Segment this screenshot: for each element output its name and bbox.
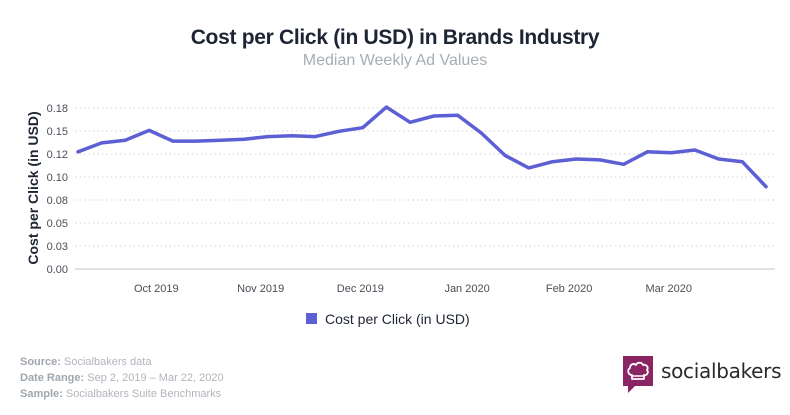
- data-point: [147, 128, 151, 132]
- y-tick-label: 0.05: [47, 218, 68, 230]
- data-point: [598, 158, 602, 162]
- x-tick-label: Nov 2019: [237, 283, 284, 295]
- y-axis-label: Cost per Click (in USD): [25, 111, 41, 264]
- data-point: [550, 160, 554, 164]
- source-line: Source: Socialbakers data: [20, 354, 224, 370]
- data-point: [693, 148, 697, 152]
- x-tick-label: Jan 2020: [444, 283, 489, 295]
- data-point: [432, 114, 436, 118]
- data-point: [764, 185, 768, 189]
- data-point: [527, 166, 531, 170]
- date-range-label: Date Range:: [20, 372, 85, 384]
- data-point: [266, 135, 270, 139]
- y-tick-label: 0.12: [47, 149, 68, 161]
- data-point: [479, 131, 483, 135]
- data-point: [645, 150, 649, 154]
- x-tick-labels: Oct 2019 Nov 2019 Dec 2019 Jan 2020 Feb 2020…: [134, 283, 692, 295]
- data-point: [717, 157, 721, 161]
- data-point: [290, 134, 294, 138]
- x-tick-label: Dec 2019: [337, 283, 384, 295]
- series-line: [76, 105, 768, 189]
- date-range-value: Sep 2, 2019 – Mar 22, 2020: [84, 372, 224, 384]
- data-point: [218, 138, 222, 142]
- x-tick-label: Feb 2020: [546, 283, 592, 295]
- source-label: Source:: [20, 356, 61, 368]
- sample-line: Sample: Socialbakers Suite Benchmarks: [20, 386, 224, 402]
- y-tick-label: 0.00: [47, 264, 68, 276]
- data-point: [408, 120, 412, 124]
- data-point: [171, 139, 175, 143]
- x-tick-label: Oct 2019: [134, 283, 179, 295]
- data-point: [456, 113, 460, 117]
- chart-subtitle: Median Weekly Ad Values: [302, 52, 488, 69]
- data-point: [574, 157, 578, 161]
- logo-text: socialbakers: [661, 359, 782, 383]
- socialbakers-logo: socialbakers: [623, 356, 782, 393]
- data-point: [503, 153, 507, 157]
- line-chart: 0.00 0.03 0.05 0.08 0.10 0.12 0.15 0.18 Oct 201…: [25, 103, 775, 327]
- data-point: [76, 150, 80, 154]
- source-value: Socialbakers data: [60, 356, 152, 368]
- chart-footer: Source: Socialbakers data Date Range: Se…: [20, 354, 224, 402]
- data-point: [100, 141, 104, 145]
- legend[interactable]: Cost per Click (in USD): [306, 311, 470, 327]
- y-tick-label: 0.18: [47, 103, 68, 115]
- data-point: [337, 129, 341, 133]
- data-point: [384, 105, 388, 109]
- series-cost-per-click: [76, 105, 768, 189]
- legend-label: Cost per Click (in USD): [325, 311, 470, 327]
- chef-hat-icon: [623, 356, 653, 393]
- data-point: [361, 126, 365, 130]
- sample-label: Sample:: [20, 388, 63, 400]
- sample-value: Socialbakers Suite Benchmarks: [62, 388, 222, 400]
- legend-swatch: [306, 313, 317, 324]
- data-point: [195, 139, 199, 143]
- data-point: [313, 135, 317, 139]
- data-point: [123, 138, 127, 142]
- data-point: [740, 160, 744, 164]
- data-point: [669, 151, 673, 155]
- date-range-line: Date Range: Sep 2, 2019 – Mar 22, 2020: [20, 370, 224, 386]
- y-tick-labels: 0.00 0.03 0.05 0.08 0.10 0.12 0.15 0.18: [47, 103, 68, 276]
- y-tick-label: 0.03: [47, 241, 68, 253]
- y-tick-label: 0.15: [47, 126, 68, 138]
- grid-lines: [75, 107, 775, 270]
- x-tick-label: Mar 2020: [645, 283, 691, 295]
- y-tick-label: 0.10: [47, 172, 68, 184]
- data-point: [242, 137, 246, 141]
- chart-title: Cost per Click (in USD) in Brands Indust…: [190, 26, 600, 49]
- data-point: [622, 162, 626, 166]
- y-tick-label: 0.08: [47, 195, 68, 207]
